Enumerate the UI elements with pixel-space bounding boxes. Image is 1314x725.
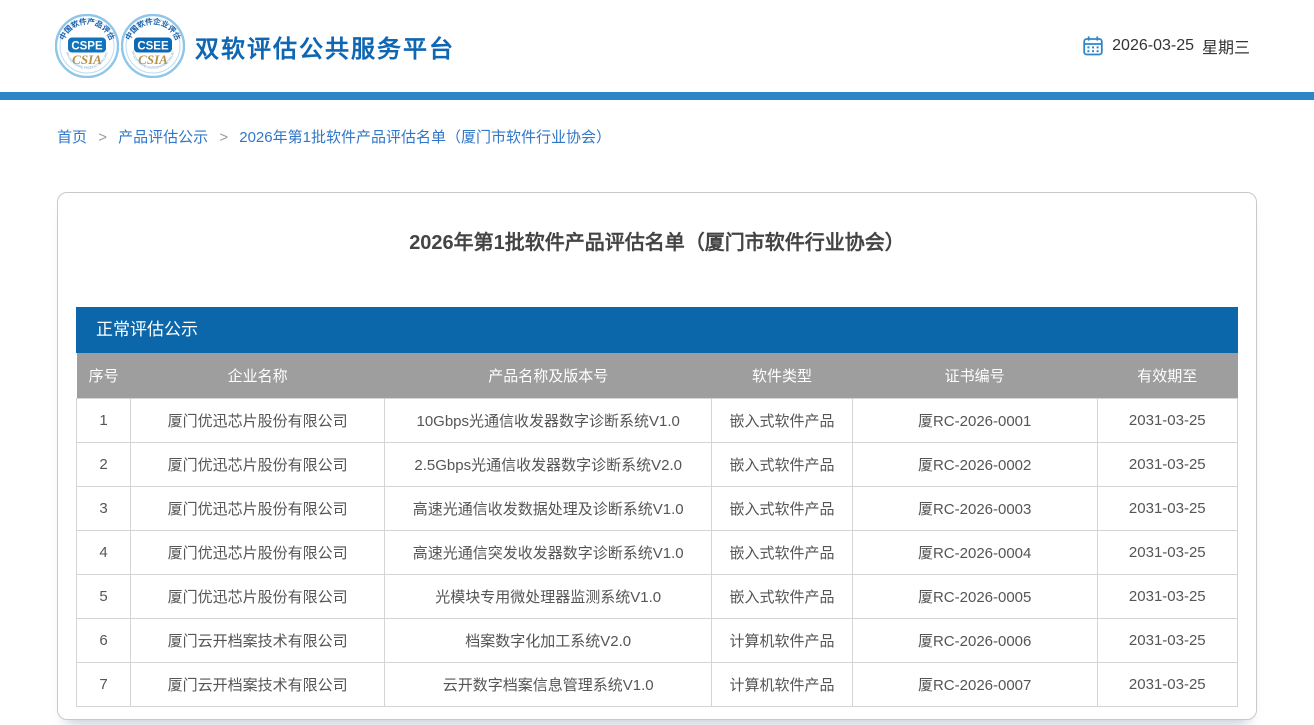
date-text: 2026-03-25	[1112, 37, 1194, 54]
cell-certificate: 厦RC-2026-0007	[851, 661, 1098, 707]
cell-valid-until: 2031-03-25	[1096, 441, 1239, 487]
cell-index: 6	[75, 617, 132, 663]
column-header-type: 软件类型	[711, 353, 853, 398]
cell-certificate: 厦RC-2026-0005	[851, 573, 1098, 619]
cell-valid-until: 2031-03-25	[1096, 529, 1239, 575]
cell-index: 3	[75, 485, 132, 531]
svg-text:CSEE: CSEE	[137, 41, 169, 53]
calendar-icon	[1083, 36, 1103, 56]
cell-valid-until: 2031-03-25	[1096, 661, 1239, 707]
svg-text:CSPE: CSPE	[71, 41, 103, 53]
table-row: 3 厦门优迅芯片股份有限公司 高速光通信收发数据处理及诊断系统V1.0 嵌入式软…	[75, 485, 1239, 531]
breadcrumb-home-link[interactable]: 首页	[57, 129, 88, 146]
site-header: 中国软件产品评估 CSPE CSIA CHINA SOFTWARE PRODUC…	[0, 0, 1314, 92]
table-row: 4 厦门优迅芯片股份有限公司 高速光通信突发收发器数字诊断系统V1.0 嵌入式软…	[75, 529, 1239, 575]
table-row: 7 厦门云开档案技术有限公司 云开数字档案信息管理系统V1.0 计算机软件产品 …	[75, 661, 1239, 707]
breadcrumb-separator: >	[98, 129, 107, 146]
cell-certificate: 厦RC-2026-0003	[851, 485, 1098, 531]
cell-product: 2.5Gbps光通信收发器数字诊断系统V2.0	[384, 441, 713, 487]
column-header-company: 企业名称	[130, 353, 385, 398]
header-date: 2026-03-25 星期三	[1082, 34, 1250, 58]
column-header-valid-until: 有效期至	[1097, 353, 1238, 398]
site-title: 双软评估公共服务平台	[195, 35, 455, 63]
breadcrumb-current-page: 2026年第1批软件产品评估名单（厦门市软件行业协会）	[239, 129, 611, 146]
content-card: 2026年第1批软件产品评估名单（厦门市软件行业协会） 正常评估公示 序号 企业…	[57, 192, 1257, 720]
cell-type: 嵌入式软件产品	[711, 441, 853, 487]
breadcrumb-category-link[interactable]: 产品评估公示	[118, 129, 209, 146]
cell-company: 厦门云开档案技术有限公司	[130, 617, 386, 663]
cell-type: 嵌入式软件产品	[711, 529, 853, 575]
cell-company: 厦门优迅芯片股份有限公司	[130, 441, 386, 487]
column-header-certificate: 证书编号	[852, 353, 1098, 398]
cell-index: 4	[75, 529, 132, 575]
csee-logo-icon: 中国软件企业评估 CSEE CSIA CHINA SOFTWARE ENTERP…	[121, 14, 185, 78]
table-row: 6 厦门云开档案技术有限公司 档案数字化加工系统V2.0 计算机软件产品 厦RC…	[75, 617, 1239, 663]
cell-index: 5	[75, 573, 132, 619]
cell-valid-until: 2031-03-25	[1096, 573, 1239, 619]
table-row: 5 厦门优迅芯片股份有限公司 光模块专用微处理器监测系统V1.0 嵌入式软件产品…	[75, 573, 1239, 619]
column-header-index: 序号	[76, 353, 131, 398]
cell-index: 2	[75, 441, 132, 487]
table-row: 1 厦门优迅芯片股份有限公司 10Gbps光通信收发器数字诊断系统V1.0 嵌入…	[75, 397, 1239, 443]
cell-product: 10Gbps光通信收发器数字诊断系统V1.0	[384, 397, 713, 443]
cell-product: 云开数字档案信息管理系统V1.0	[384, 661, 713, 707]
header-divider	[0, 92, 1314, 100]
cell-index: 7	[75, 661, 132, 707]
cell-certificate: 厦RC-2026-0006	[851, 617, 1098, 663]
breadcrumb-separator: >	[219, 129, 229, 146]
svg-text:CSIA: CSIA	[72, 52, 102, 67]
site-brand[interactable]: 中国软件产品评估 CSPE CSIA CHINA SOFTWARE PRODUC…	[55, 14, 455, 78]
evaluation-table: 序号 企业名称 产品名称及版本号 软件类型 证书编号 有效期至 1 厦门优迅芯片…	[75, 353, 1239, 707]
cell-type: 嵌入式软件产品	[711, 573, 853, 619]
cell-company: 厦门优迅芯片股份有限公司	[130, 485, 386, 531]
table-row: 2 厦门优迅芯片股份有限公司 2.5Gbps光通信收发器数字诊断系统V2.0 嵌…	[75, 441, 1239, 487]
cell-product: 光模块专用微处理器监测系统V1.0	[384, 573, 713, 619]
cell-type: 计算机软件产品	[711, 661, 853, 707]
breadcrumb: 首页 > 产品评估公示 > 2026年第1批软件产品评估名单（厦门市软件行业协会…	[57, 126, 1314, 147]
table-header-row: 序号 企业名称 产品名称及版本号 软件类型 证书编号 有效期至	[76, 353, 1238, 398]
cell-certificate: 厦RC-2026-0001	[851, 397, 1098, 443]
section-banner: 正常评估公示	[76, 307, 1238, 353]
cell-company: 厦门优迅芯片股份有限公司	[130, 573, 386, 619]
cell-index: 1	[75, 397, 132, 443]
page-title: 2026年第1批软件产品评估名单（厦门市软件行业协会）	[409, 232, 905, 254]
cell-product: 高速光通信突发收发器数字诊断系统V1.0	[384, 529, 713, 575]
cell-product: 高速光通信收发数据处理及诊断系统V1.0	[384, 485, 713, 531]
cell-valid-until: 2031-03-25	[1096, 397, 1239, 443]
column-header-product: 产品名称及版本号	[384, 353, 712, 398]
svg-text:CSIA: CSIA	[138, 52, 168, 67]
cell-valid-until: 2031-03-25	[1096, 617, 1239, 663]
cell-company: 厦门云开档案技术有限公司	[130, 661, 386, 707]
cell-type: 嵌入式软件产品	[711, 485, 853, 531]
cell-certificate: 厦RC-2026-0002	[851, 441, 1098, 487]
cell-valid-until: 2031-03-25	[1096, 485, 1239, 531]
cell-certificate: 厦RC-2026-0004	[851, 529, 1098, 575]
cell-type: 嵌入式软件产品	[711, 397, 853, 443]
cspe-logo-icon: 中国软件产品评估 CSPE CSIA CHINA SOFTWARE PRODUC…	[55, 14, 119, 78]
cell-type: 计算机软件产品	[711, 617, 853, 663]
cell-product: 档案数字化加工系统V2.0	[384, 617, 713, 663]
weekday-text: 星期三	[1201, 40, 1250, 57]
cell-company: 厦门优迅芯片股份有限公司	[130, 397, 386, 443]
cell-company: 厦门优迅芯片股份有限公司	[130, 529, 386, 575]
